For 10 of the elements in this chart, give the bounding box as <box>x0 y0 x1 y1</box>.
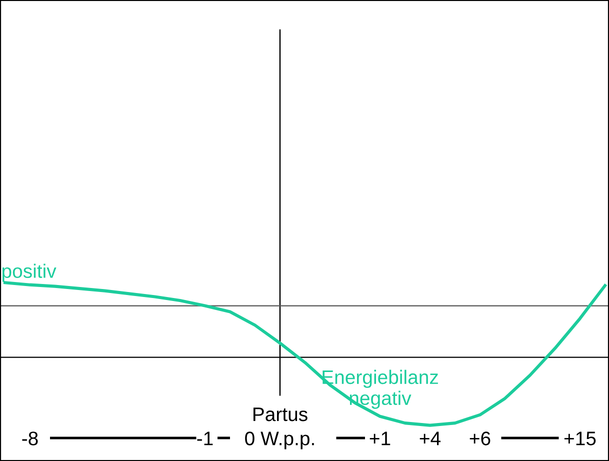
x-tick-label: +6 <box>470 432 490 446</box>
x-tick-label: 0 W.p.p. <box>245 432 314 450</box>
annotation: Energiebilanz negativ <box>322 370 438 409</box>
x-tick-label: +4 <box>420 432 441 446</box>
x-tick-label: +15 <box>564 432 596 446</box>
x-tick-label: -8 <box>22 432 38 446</box>
annotation: positiv <box>2 264 56 282</box>
ref-line-label: Partus <box>254 408 308 422</box>
x-tick-label: -1 <box>197 432 213 446</box>
x-tick-label: +1 <box>370 432 390 446</box>
